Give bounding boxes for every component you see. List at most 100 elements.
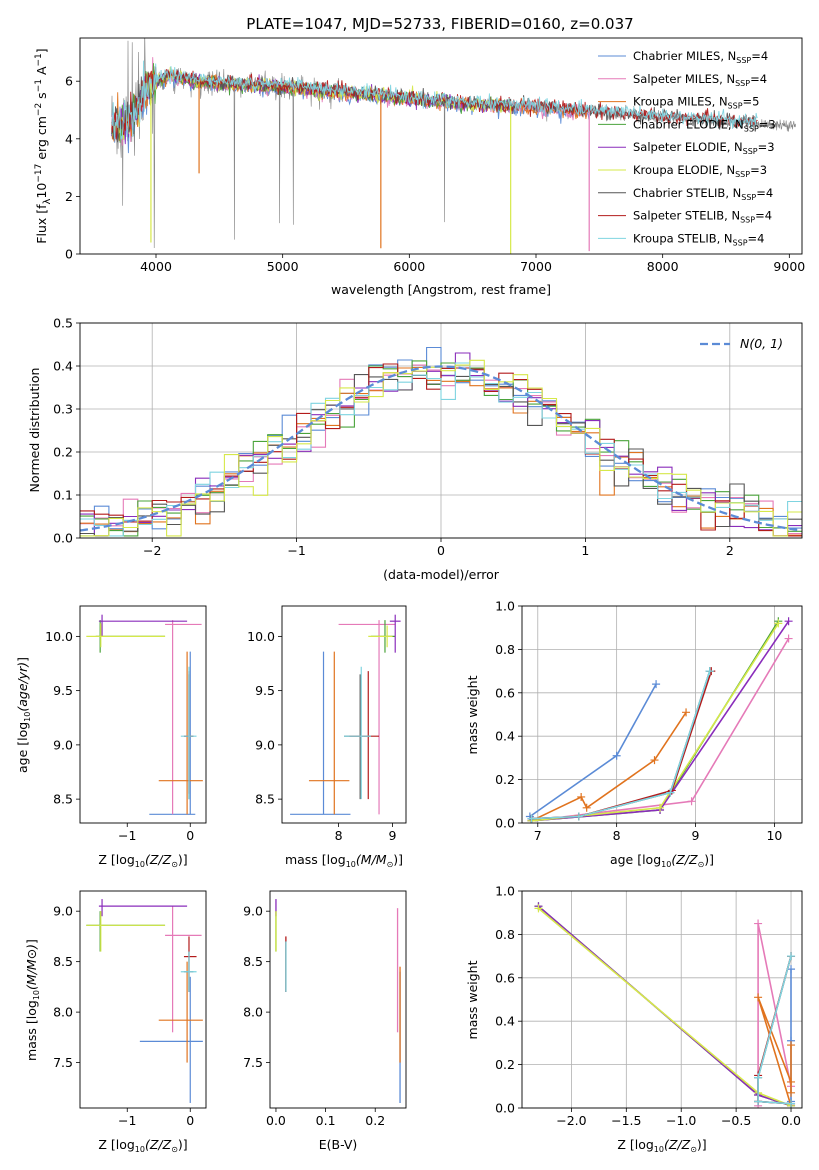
- figure-title: PLATE=1047, MJD=52733, FIBERID=0160, z=0…: [246, 15, 633, 33]
- legend-label: Chabrier ELODIE, NSSP=3: [633, 117, 776, 133]
- y-axis-label-part: A: [34, 66, 49, 79]
- data-point: [656, 803, 665, 812]
- x-axis-label: Z [log10(Z/Z⊙)]: [617, 1137, 706, 1154]
- label-part: ]: [15, 657, 30, 662]
- y-tick-label: 1.0: [495, 599, 515, 614]
- x-tick-label: −0.5: [721, 1113, 751, 1128]
- spectrum-axes: 4000 5000 6000 7000 8000 9000 0 2 4 6: [65, 74, 805, 274]
- y-tick-label: 9.0: [53, 904, 73, 919]
- legend-n: =4: [750, 72, 767, 86]
- data-point: [754, 993, 763, 1002]
- data-point: [612, 751, 621, 760]
- data-point: [652, 680, 661, 689]
- x-tick-label: 6000: [393, 259, 425, 274]
- legend-sub: SSP: [744, 124, 759, 133]
- y-tick-label: 9.5: [255, 683, 275, 698]
- data-point: [784, 617, 793, 626]
- y-tick-label: 4: [65, 131, 73, 146]
- x-tick-label: 9: [389, 828, 397, 843]
- data-point: [687, 797, 696, 806]
- legend-n: =4: [756, 186, 773, 200]
- data-point: [774, 619, 783, 628]
- x-tick-label: 2: [726, 543, 734, 558]
- data-point: [787, 1099, 796, 1108]
- y-axis-label: mass weight: [465, 960, 480, 1039]
- y-axis-label-part: 10: [34, 183, 49, 199]
- y-axis-label-part: s: [34, 92, 49, 103]
- y-tick-label: 9.5: [53, 683, 73, 698]
- data-point: [787, 1077, 796, 1086]
- x-tick-label: 0.0: [266, 1113, 286, 1128]
- mass-vs-Z-axes: −1 0 7.5 8.0 8.5 9.0: [53, 904, 194, 1128]
- y-tick-label: 0.4: [495, 1014, 515, 1029]
- x-axis-label: Z [log10(Z/Z⊙)]: [98, 1137, 187, 1154]
- y-axis-label-part: erg cm: [34, 116, 49, 164]
- y-tick-label: 10.0: [45, 629, 73, 644]
- y-tick-label: 0.6: [495, 970, 515, 985]
- spectrum-legend: Chabrier MILES, NSSP=4 Salpeter MILES, NS…: [598, 49, 776, 247]
- legend-label: Salpeter ELODIE, NSSP=3: [633, 140, 775, 156]
- spectrum-plot: [111, 38, 796, 254]
- y-tick-label: 0.3: [53, 402, 73, 417]
- legend-n: =4: [748, 231, 765, 245]
- label-part: )]: [178, 852, 188, 867]
- data-point: [754, 919, 763, 928]
- x-tick-label: −1.5: [611, 1113, 641, 1128]
- label-sub: 10: [661, 860, 671, 869]
- legend-label: Chabrier STELIB, NSSP=4: [633, 186, 773, 202]
- data-point: [650, 756, 659, 765]
- y-tick-label: 9.0: [255, 737, 275, 752]
- label-part: ]: [24, 939, 39, 944]
- y-tick-label: 0.2: [495, 1057, 515, 1072]
- label-sub: 10: [135, 1145, 145, 1154]
- legend-sub: SSP: [741, 193, 756, 202]
- normal-curve: [80, 365, 800, 532]
- x-tick-label: 7000: [520, 259, 552, 274]
- x-tick-label: 9000: [773, 259, 805, 274]
- x-tick-label: 8: [335, 828, 343, 843]
- y-tick-label: 0.4: [495, 729, 515, 744]
- legend-n: =3: [750, 163, 767, 177]
- data-point: [577, 792, 586, 801]
- legend-label: Kroupa MILES, NSSP=5: [633, 95, 759, 111]
- x-tick-label: 10: [766, 828, 782, 843]
- data-point: [534, 904, 543, 913]
- y-axis-label: age [log10(age/yr)]: [15, 657, 32, 773]
- x-tick-label: −1: [287, 543, 305, 558]
- y-tick-label: 8.0: [53, 1005, 73, 1020]
- x-tick-label: 7: [534, 828, 542, 843]
- y-tick-label: 8.5: [243, 954, 263, 969]
- y-axis-label-part: −17: [34, 164, 44, 183]
- legend-n: =3: [759, 117, 776, 131]
- y-axis-label-part: ]: [34, 48, 49, 53]
- y-tick-label: 0.0: [495, 1101, 515, 1116]
- label-sub: ⊙: [387, 860, 394, 869]
- legend-label: Chabrier MILES, NSSP=4: [633, 49, 768, 65]
- massweight-z-line: [757, 955, 792, 1105]
- legend-label: Salpeter STELIB, NSSP=4: [633, 209, 772, 225]
- x-tick-label: 0: [186, 1113, 194, 1128]
- x-tick-label: −1.0: [666, 1113, 696, 1128]
- label-part: )]: [704, 852, 714, 867]
- y-tick-label: 0.6: [495, 685, 515, 700]
- data-point: [527, 814, 536, 823]
- massweight-vs-age-frame: [521, 605, 803, 824]
- label-sub: ⊙: [171, 1145, 178, 1154]
- label-part: (Z/Z: [145, 1137, 172, 1152]
- residual-histogram: [80, 362, 802, 537]
- y-axis-label-part: −1: [34, 79, 44, 92]
- y-axis-label: Flux [fλ10−17 erg cm−2 s−1 A−1]: [34, 48, 53, 243]
- label-part: )]: [393, 852, 403, 867]
- y-tick-label: 0.8: [495, 927, 515, 942]
- x-tick-label: 0: [437, 543, 445, 558]
- mass-vs-Z-frame: [79, 890, 207, 1109]
- massweight-vs-Z-plot: [534, 902, 796, 1108]
- massweight-line: [531, 620, 779, 822]
- data-point: [666, 788, 675, 797]
- y-tick-label: 8.5: [53, 792, 73, 807]
- legend-label: Kroupa STELIB, NSSP=4: [633, 231, 764, 247]
- data-point: [784, 634, 793, 643]
- x-axis-label: Z [log10(Z/Z⊙)]: [98, 852, 187, 869]
- y-tick-label: 0: [65, 247, 73, 262]
